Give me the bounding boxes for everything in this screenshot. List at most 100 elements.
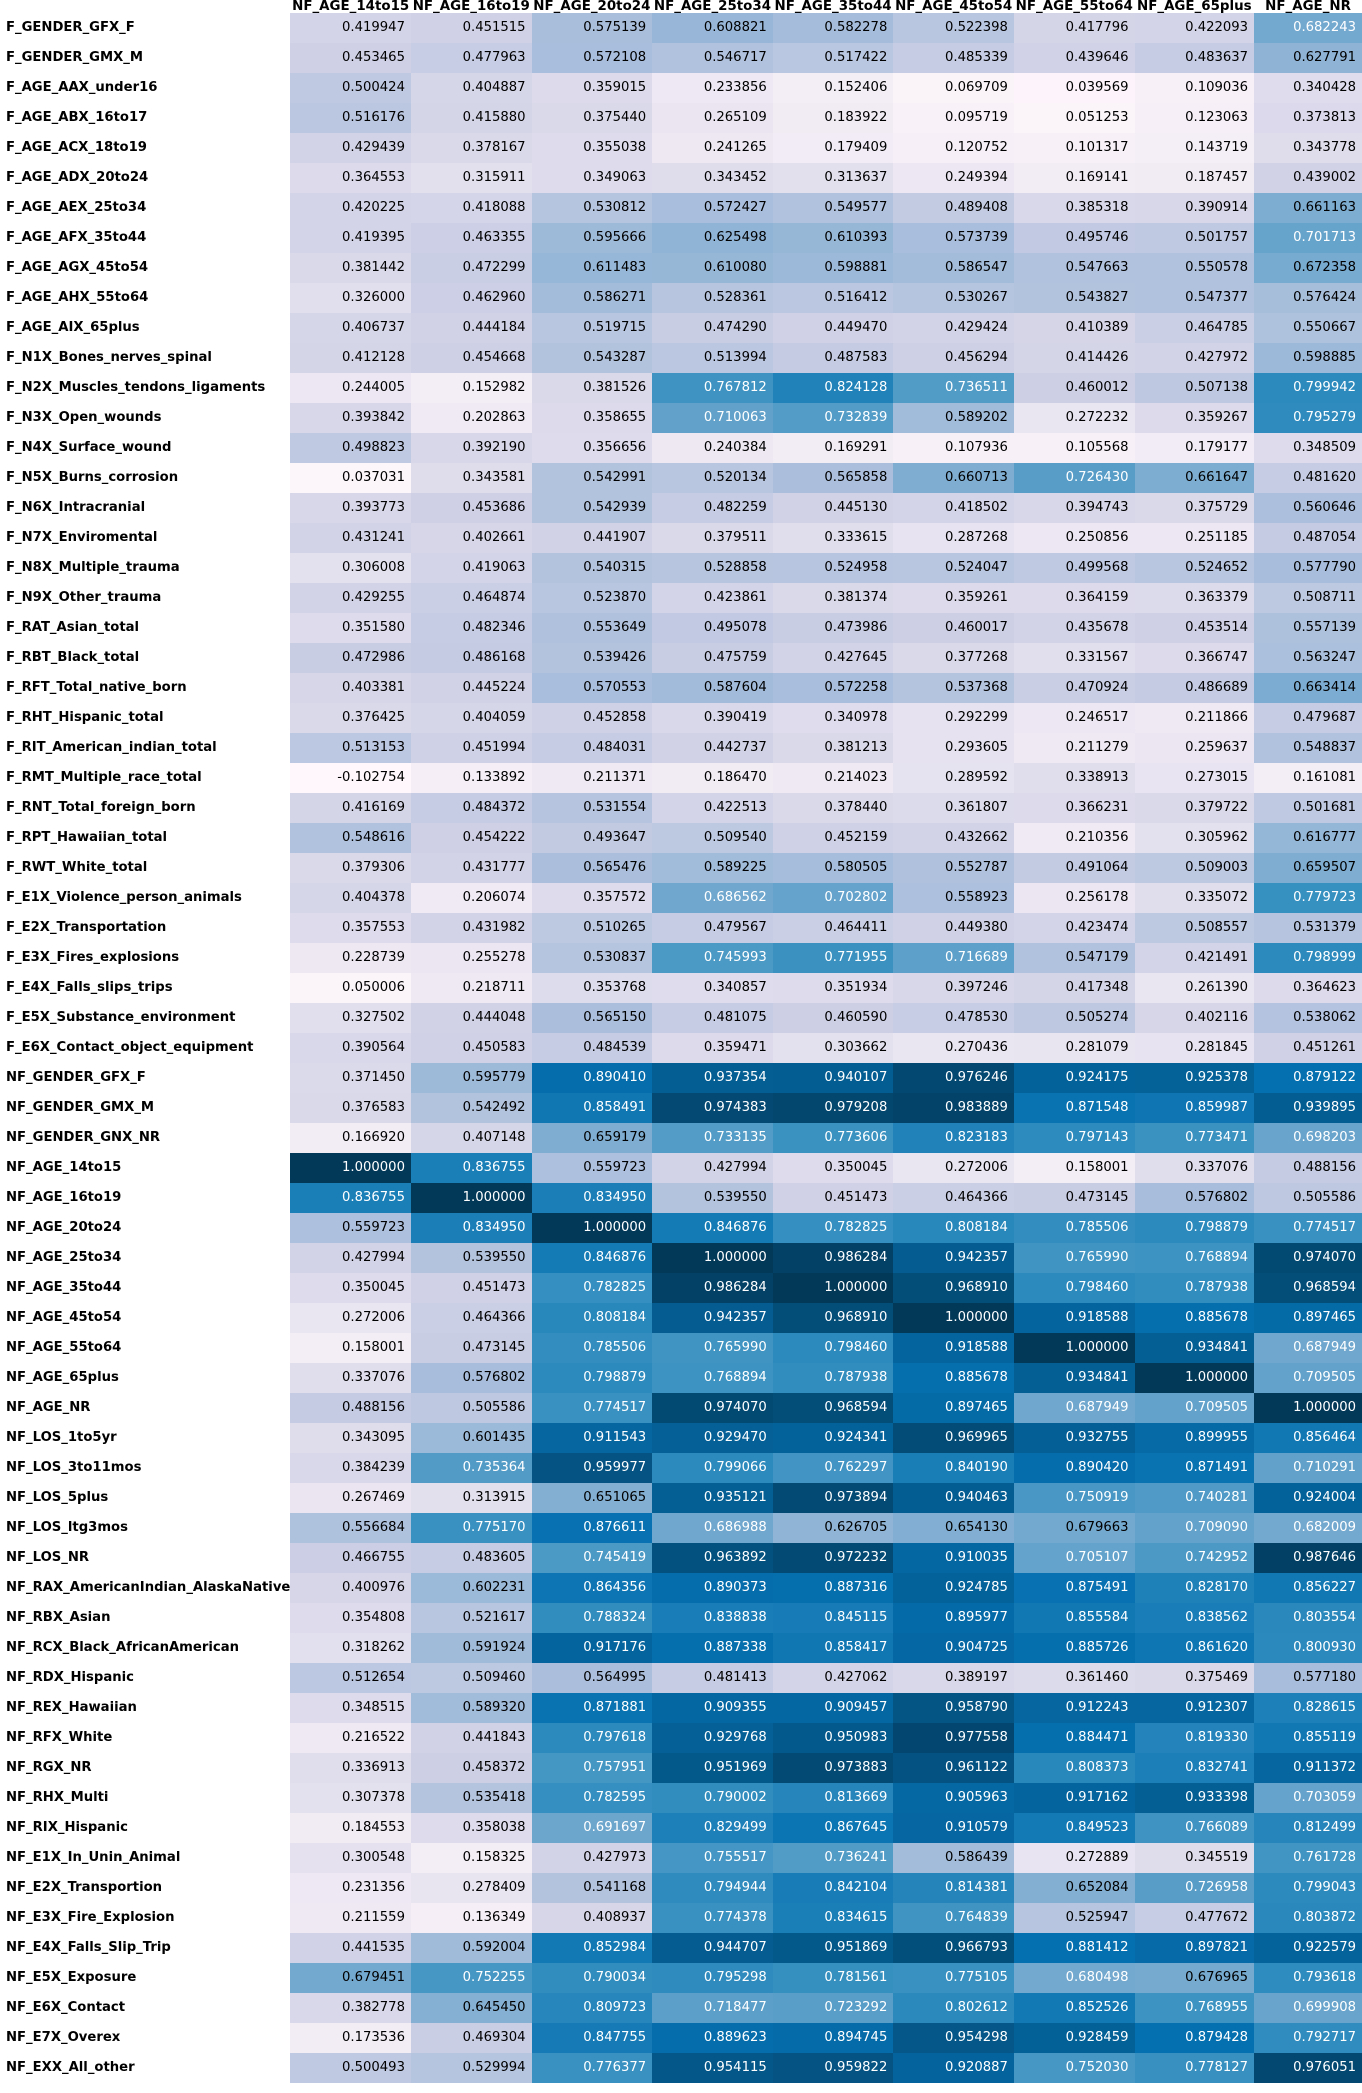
heatmap-cell: 0.350045 (290, 1273, 411, 1303)
heatmap-row: NF_E1X_In_Unin_Animal 0.300548 0.158325 0.4… (0, 1843, 1362, 1873)
heatmap-cell: 0.524958 (772, 553, 894, 583)
heatmap-cell: 0.123063 (1134, 103, 1255, 133)
heatmap-cell: 0.450583 (410, 1033, 532, 1063)
heatmap-cell: 0.542939 (531, 493, 653, 523)
heatmap-cell: 0.169291 (772, 433, 894, 463)
heatmap-cell: 0.910579 (893, 1813, 1014, 1843)
heatmap-cell: 0.576424 (1254, 283, 1362, 313)
heatmap-cell: 0.240384 (652, 433, 773, 463)
heatmap-cell: 0.482259 (652, 493, 773, 523)
heatmap-cell: 0.879428 (1134, 2023, 1255, 2053)
heatmap-row: NF_GENDER_GFX_F 0.371450 0.595779 0.890410 0… (0, 1063, 1362, 1093)
heatmap-cell: 0.039569 (1013, 73, 1135, 103)
heatmap-cell: 0.788324 (531, 1603, 653, 1633)
heatmap-cell: 0.303662 (772, 1033, 894, 1063)
heatmap-cell: 0.456294 (893, 343, 1014, 373)
heatmap-cell: 0.441907 (531, 523, 653, 553)
heatmap-row: F_RAT_Asian_total 0.351580 0.482346 0.55364… (0, 613, 1362, 643)
heatmap-cell: 0.423474 (1013, 913, 1135, 943)
heatmap-cell: 0.444048 (410, 1003, 532, 1033)
heatmap-cell: 0.403381 (290, 673, 411, 703)
heatmap-cell: 0.499568 (1013, 553, 1135, 583)
heatmap-cell: 0.654130 (893, 1513, 1014, 1543)
row-label: NF_EXX_All_other (6, 2060, 135, 2075)
heatmap-cell: 0.542492 (410, 1093, 532, 1123)
heatmap-cell: 0.488156 (1254, 1153, 1362, 1183)
heatmap-cell: 0.442737 (652, 733, 773, 763)
heatmap-cell: 0.595666 (531, 223, 653, 253)
heatmap-cell: 0.158001 (290, 1333, 411, 1363)
heatmap-cell: 0.687949 (1254, 1333, 1362, 1363)
row-label: F_RAT_Asian_total (6, 620, 140, 635)
heatmap-cell: 0.483637 (1134, 43, 1255, 73)
heatmap-cell: 0.890373 (652, 1573, 773, 1603)
heatmap-cell: 0.359261 (893, 583, 1014, 613)
heatmap-cell: 0.986284 (652, 1273, 773, 1303)
heatmap-cell: 0.542991 (531, 463, 653, 493)
row-label: F_RMT_Multiple_race_total (6, 770, 202, 785)
heatmap-cell: 0.871881 (531, 1693, 653, 1723)
heatmap-cell: 0.546717 (652, 43, 773, 73)
heatmap-row: F_N7X_Enviromental 0.431241 0.402661 0.4419… (0, 523, 1362, 553)
heatmap-cell: 0.958790 (893, 1693, 1014, 1723)
heatmap-cell: 0.531554 (531, 793, 653, 823)
heatmap-cell: 0.516176 (290, 103, 411, 133)
heatmap-cell: 0.586439 (893, 1843, 1014, 1873)
heatmap-cell: 0.477672 (1134, 1903, 1255, 1933)
row-label: F_RWT_White_total (6, 860, 148, 875)
heatmap-cell: 0.379511 (652, 523, 773, 553)
heatmap-cell: 0.300548 (290, 1843, 411, 1873)
heatmap-cell: 0.778127 (1134, 2053, 1255, 2083)
heatmap-cell: 0.152982 (410, 373, 532, 403)
heatmap-cell: 0.431241 (290, 523, 411, 553)
row-label: NF_RGX_NR (6, 1760, 92, 1775)
column-header: NF_AGE_25to34 (653, 0, 772, 13)
heatmap-cell: 0.773471 (1134, 1123, 1255, 1153)
heatmap-cell: 0.572427 (652, 193, 773, 223)
heatmap-cell: 0.464366 (410, 1303, 532, 1333)
row-label: F_AGE_ABX_16to17 (6, 110, 148, 125)
heatmap-cell: 0.402661 (410, 523, 532, 553)
heatmap-cell: 0.966793 (893, 1933, 1014, 1963)
heatmap-cell: 0.211559 (290, 1903, 411, 1933)
heatmap-cell: 0.572108 (531, 43, 653, 73)
row-label: NF_GENDER_GFX_F (6, 1070, 146, 1085)
row-label: F_AGE_AFX_35to44 (6, 230, 147, 245)
heatmap-cell: 0.627791 (1254, 43, 1362, 73)
heatmap-cell: 0.441535 (290, 1933, 411, 1963)
heatmap-cell: 0.464785 (1134, 313, 1255, 343)
heatmap-row: NF_E7X_Overex 0.173536 0.469304 0.847755 0.8… (0, 2023, 1362, 2053)
heatmap-cell: 0.315911 (410, 163, 532, 193)
heatmap-cell: 0.803872 (1254, 1903, 1362, 1933)
heatmap-cell: 0.543827 (1013, 283, 1135, 313)
heatmap-cell: 0.794944 (652, 1873, 773, 1903)
heatmap-cell: 0.404887 (410, 73, 532, 103)
column-header-row: NF_AGE_14to15 NF_AGE_16to19 NF_AGE_20to24 N… (0, 0, 1362, 13)
heatmap-cell: 0.909355 (652, 1693, 773, 1723)
heatmap-cell: 0.376583 (290, 1093, 411, 1123)
heatmap-cell: 0.858417 (772, 1633, 894, 1663)
row-label: NF_AGE_20to24 (6, 1220, 122, 1235)
heatmap-row: F_RBT_Black_total 0.472986 0.486168 0.53942… (0, 643, 1362, 673)
heatmap-cell: 0.659507 (1254, 853, 1362, 883)
heatmap-cell: 0.524047 (893, 553, 1014, 583)
heatmap-cell: 0.735364 (410, 1453, 532, 1483)
heatmap-cell: 0.143719 (1134, 133, 1255, 163)
heatmap-cell: 0.767812 (652, 373, 773, 403)
row-label: NF_RFX_White (6, 1730, 113, 1745)
heatmap-cell: 0.576802 (1134, 1183, 1255, 1213)
heatmap-cell: 0.924004 (1254, 1483, 1362, 1513)
heatmap-cell: 0.773606 (772, 1123, 894, 1153)
heatmap-cell: 0.508557 (1134, 913, 1255, 943)
heatmap-cell: 0.500424 (290, 73, 411, 103)
heatmap-cell: 0.392190 (410, 433, 532, 463)
heatmap-cell: 0.417796 (1013, 13, 1135, 43)
row-label: F_E1X_Violence_person_animals (6, 890, 242, 905)
heatmap-cell: 0.452159 (772, 823, 894, 853)
heatmap-cell: 0.378167 (410, 133, 532, 163)
heatmap-cell: 0.705107 (1013, 1543, 1135, 1573)
heatmap-cell: 0.366231 (1013, 793, 1135, 823)
heatmap-cell: 0.353768 (531, 973, 653, 1003)
heatmap-cell: 0.385318 (1013, 193, 1135, 223)
heatmap-row: NF_EXX_All_other 0.500493 0.529994 0.776377… (0, 2053, 1362, 2083)
